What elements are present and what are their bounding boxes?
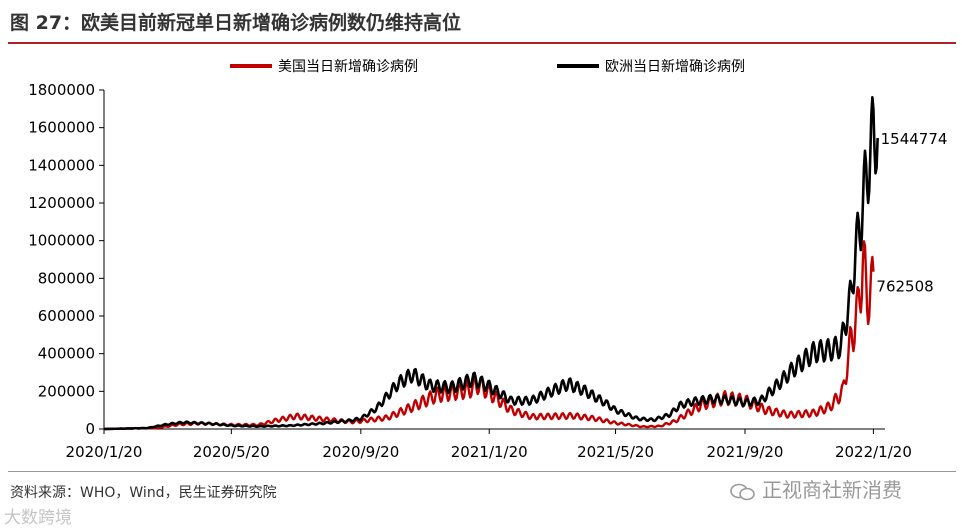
y-tick-label: 1800000: [28, 81, 95, 99]
series-line-us: [103, 240, 875, 431]
x-tick-label: 2020/9/20: [322, 443, 399, 461]
x-tick-label: 2020/1/20: [66, 443, 143, 461]
source-rule: [8, 471, 956, 472]
x-tick-label: 2021/9/20: [707, 443, 784, 461]
end-labels: 762508 1544774: [876, 130, 947, 295]
legend-label-us: 美国当日新增确诊病例: [278, 59, 418, 75]
legend-label-eu: 欧洲当日新增确诊病例: [605, 59, 745, 75]
y-tick-label: 600000: [38, 307, 95, 325]
y-tick-label: 400000: [38, 345, 95, 363]
x-tick-label: 2021/5/20: [577, 443, 654, 461]
x-tick-label: 2021/1/20: [451, 443, 528, 461]
title-rule: [8, 42, 956, 44]
watermark-right-text: 正视商社新消费: [762, 478, 902, 502]
y-tick-label: 800000: [38, 269, 95, 287]
y-tick-label: 1000000: [28, 232, 95, 250]
end-value-label-us: 762508: [876, 277, 933, 295]
x-axis-ticks: 2020/1/20 2020/5/20 2020/9/20 2021/1/20 2021…: [66, 429, 912, 461]
watermark-left: 大数跨境: [4, 508, 72, 528]
figure-title: 图 27：欧美目前新冠单日新增确诊病例数仍维持高位: [10, 12, 462, 34]
y-tick-label: 1600000: [28, 119, 95, 137]
end-value-label-eu: 1544774: [881, 130, 948, 148]
y-tick-label: 1200000: [28, 194, 95, 212]
source-note: 资料来源：WHO，Wind，民生证券研究院: [10, 485, 277, 501]
y-tick-label: 1400000: [28, 156, 95, 174]
watermark-right: 正视商社新消费: [730, 474, 902, 503]
y-tick-label: 200000: [38, 382, 95, 400]
line-chart: 美国当日新增确诊病例 欧洲当日新增确诊病例 0 200000 400000 60000…: [28, 59, 947, 461]
series-line-eu: [103, 95, 879, 431]
y-tick-label: 0: [85, 420, 95, 438]
y-axis-ticks: 0 200000 400000 600000 800000 1000000 1200000 1…: [28, 81, 104, 438]
series-layer: [103, 95, 879, 431]
x-tick-label: 2020/5/20: [193, 443, 270, 461]
legend: 美国当日新增确诊病例 欧洲当日新增确诊病例: [230, 59, 745, 75]
x-tick-label: 2022/1/20: [835, 443, 912, 461]
wechat-icon: [730, 483, 756, 501]
